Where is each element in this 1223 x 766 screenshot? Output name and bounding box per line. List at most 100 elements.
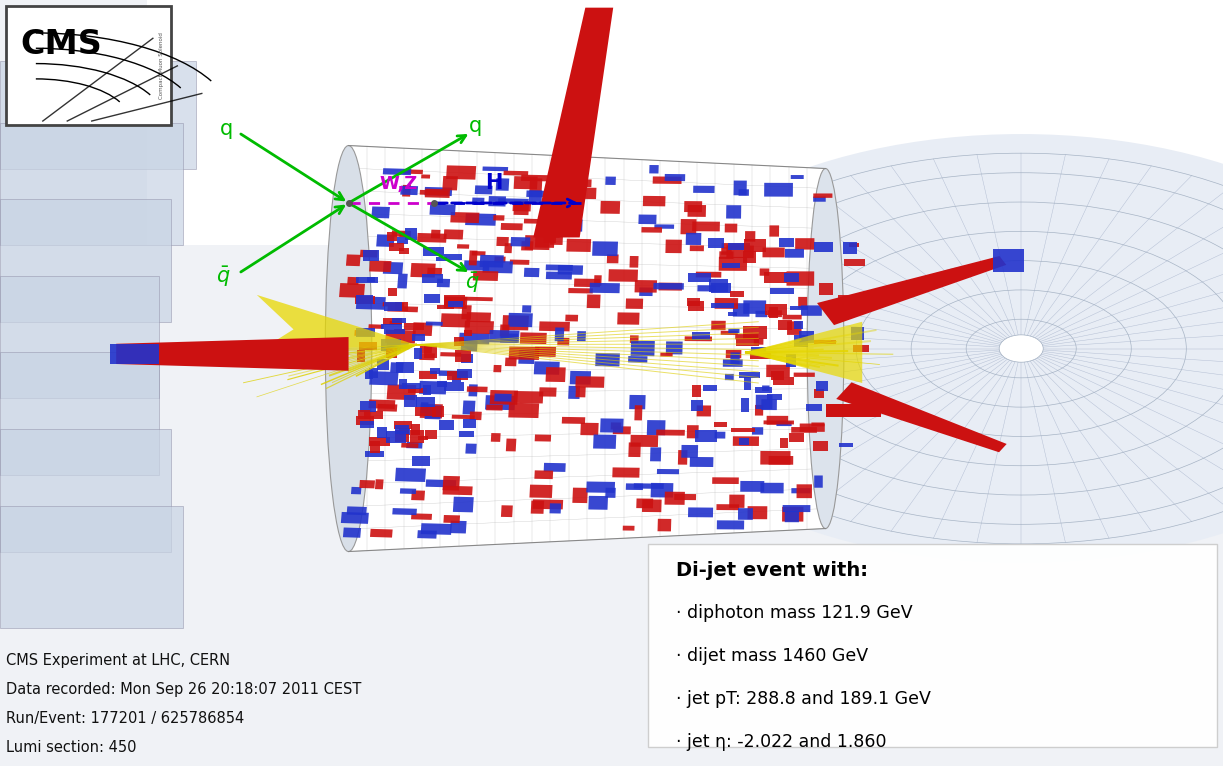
Bar	[417, 233, 446, 243]
Bar	[630, 336, 638, 343]
Bar	[692, 221, 720, 231]
Bar	[534, 470, 553, 480]
Ellipse shape	[999, 335, 1043, 362]
Bar	[801, 306, 822, 316]
Bar	[781, 507, 804, 522]
Bar	[744, 378, 751, 390]
Bar	[147, 0, 1223, 245]
Polygon shape	[116, 337, 349, 371]
Bar	[0, 61, 196, 169]
Bar	[394, 421, 412, 429]
Bar	[483, 260, 512, 273]
Bar	[747, 506, 767, 519]
Bar	[658, 283, 682, 290]
Bar	[735, 339, 758, 346]
Text: q: q	[468, 116, 482, 136]
Bar	[815, 389, 824, 398]
Bar	[435, 257, 448, 261]
Bar	[486, 395, 515, 410]
Bar	[402, 383, 421, 389]
Bar	[0, 429, 171, 552]
Bar	[785, 511, 799, 522]
Bar	[360, 250, 378, 257]
Bar	[629, 395, 646, 409]
Bar	[737, 508, 753, 520]
Bar	[400, 488, 416, 494]
Bar	[558, 265, 583, 275]
Bar	[600, 201, 620, 214]
Bar	[819, 283, 833, 296]
Bar	[813, 441, 828, 450]
Bar	[357, 350, 364, 362]
Bar	[399, 247, 408, 254]
Bar	[363, 411, 383, 419]
Bar	[503, 315, 530, 330]
Bar	[372, 207, 390, 218]
Bar	[813, 340, 837, 344]
Bar	[786, 271, 815, 286]
Bar	[723, 359, 742, 367]
Bar	[531, 500, 544, 514]
Text: CMS Experiment at LHC, CERN: CMS Experiment at LHC, CERN	[6, 653, 230, 668]
Bar	[346, 254, 361, 267]
Bar	[488, 196, 506, 207]
Bar	[389, 321, 402, 325]
Bar	[687, 273, 712, 282]
Bar	[643, 196, 665, 206]
Bar	[649, 165, 659, 174]
Bar	[380, 339, 401, 351]
Text: · jet η: -2.022 and 1.860: · jet η: -2.022 and 1.860	[676, 733, 887, 751]
Bar	[356, 296, 385, 309]
Bar	[753, 339, 763, 345]
Bar	[799, 297, 807, 309]
Bar	[549, 190, 561, 199]
Bar	[571, 179, 592, 187]
Bar	[523, 219, 548, 224]
Bar	[791, 175, 804, 179]
Bar	[444, 229, 464, 240]
Bar	[369, 260, 391, 272]
Bar	[773, 377, 795, 385]
Bar	[561, 417, 586, 424]
Bar	[534, 347, 556, 357]
Bar	[508, 313, 533, 327]
Bar	[419, 404, 443, 418]
Bar	[411, 430, 423, 443]
Bar	[453, 496, 473, 512]
Bar	[608, 269, 638, 282]
Bar	[451, 414, 475, 419]
Bar	[465, 330, 472, 336]
Bar	[770, 287, 794, 294]
Bar	[711, 303, 734, 308]
Bar	[419, 346, 432, 353]
Bar	[731, 428, 755, 432]
Bar	[626, 299, 643, 309]
Bar	[742, 250, 756, 263]
Ellipse shape	[807, 169, 844, 529]
Bar	[664, 492, 685, 505]
Bar	[388, 306, 418, 313]
Bar	[422, 247, 444, 256]
Bar	[504, 243, 512, 254]
Bar	[416, 398, 434, 408]
Bar	[0, 199, 171, 322]
Bar	[786, 353, 796, 367]
Bar	[383, 302, 405, 307]
Bar	[427, 267, 443, 276]
Bar	[534, 434, 552, 441]
Bar	[689, 507, 713, 517]
Bar	[764, 183, 793, 197]
Bar	[647, 420, 665, 435]
Bar	[768, 394, 781, 401]
Bar	[764, 303, 788, 315]
Bar	[399, 428, 410, 435]
Polygon shape	[533, 8, 613, 237]
Bar	[697, 405, 711, 417]
Text: Run/Event: 177201 / 625786854: Run/Event: 177201 / 625786854	[6, 711, 245, 726]
Bar	[397, 273, 407, 289]
Bar	[696, 272, 722, 277]
Bar	[494, 394, 511, 401]
Bar	[399, 232, 411, 237]
Bar	[361, 401, 375, 411]
Bar	[733, 303, 750, 316]
